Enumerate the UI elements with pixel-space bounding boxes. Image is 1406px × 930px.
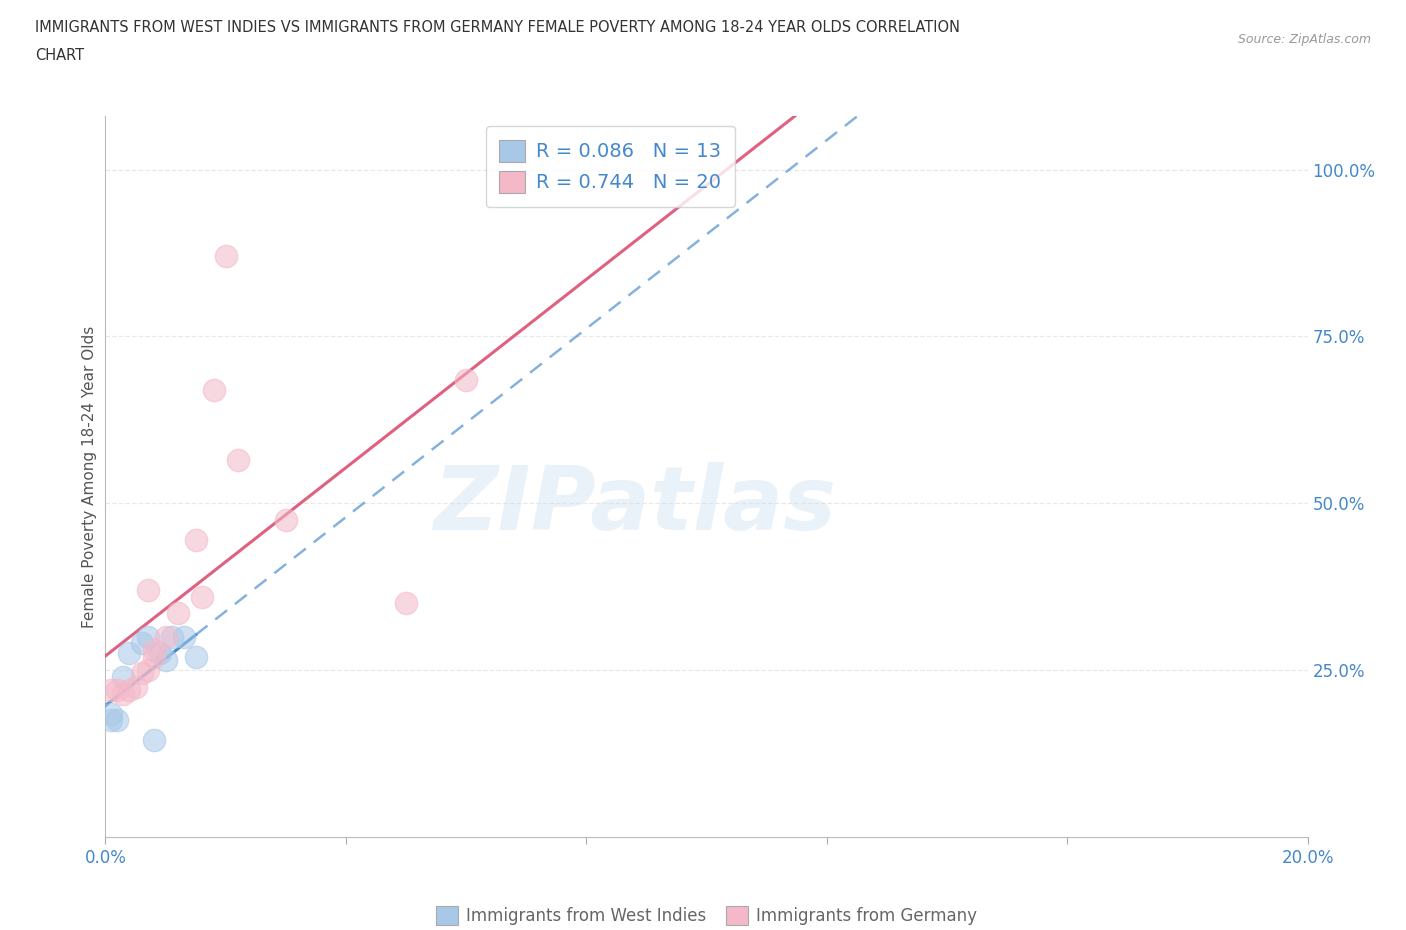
- Point: [107, 712, 129, 727]
- Point: [454, 372, 477, 387]
- Y-axis label: Female Poverty Among 18-24 Year Olds: Female Poverty Among 18-24 Year Olds: [82, 326, 97, 628]
- Point: [142, 733, 165, 748]
- Point: [100, 683, 122, 698]
- Point: [136, 630, 159, 644]
- Point: [142, 649, 165, 664]
- Text: CHART: CHART: [35, 48, 84, 63]
- Point: [202, 382, 225, 397]
- Point: [148, 646, 170, 661]
- Point: [274, 512, 297, 527]
- Point: [214, 249, 236, 264]
- Text: Source: ZipAtlas.com: Source: ZipAtlas.com: [1237, 33, 1371, 46]
- Legend: Immigrants from West Indies, Immigrants from Germany: Immigrants from West Indies, Immigrants …: [429, 899, 984, 930]
- Point: [155, 630, 177, 644]
- Point: [124, 680, 146, 695]
- Point: [131, 666, 153, 681]
- Point: [100, 712, 122, 727]
- Text: IMMIGRANTS FROM WEST INDIES VS IMMIGRANTS FROM GERMANY FEMALE POVERTY AMONG 18-2: IMMIGRANTS FROM WEST INDIES VS IMMIGRANT…: [35, 20, 960, 35]
- Point: [184, 533, 207, 548]
- Point: [173, 630, 195, 644]
- Point: [118, 683, 141, 698]
- Point: [100, 706, 122, 721]
- Point: [142, 643, 165, 658]
- Point: [112, 686, 135, 701]
- Point: [112, 670, 135, 684]
- Point: [166, 606, 188, 621]
- Point: [118, 646, 141, 661]
- Text: ZIPatlas: ZIPatlas: [433, 462, 837, 549]
- Point: [136, 582, 159, 597]
- Point: [136, 663, 159, 678]
- Point: [395, 596, 418, 611]
- Point: [155, 653, 177, 668]
- Point: [184, 649, 207, 664]
- Point: [226, 453, 249, 468]
- Point: [131, 636, 153, 651]
- Point: [107, 683, 129, 698]
- Point: [160, 630, 183, 644]
- Point: [190, 590, 212, 604]
